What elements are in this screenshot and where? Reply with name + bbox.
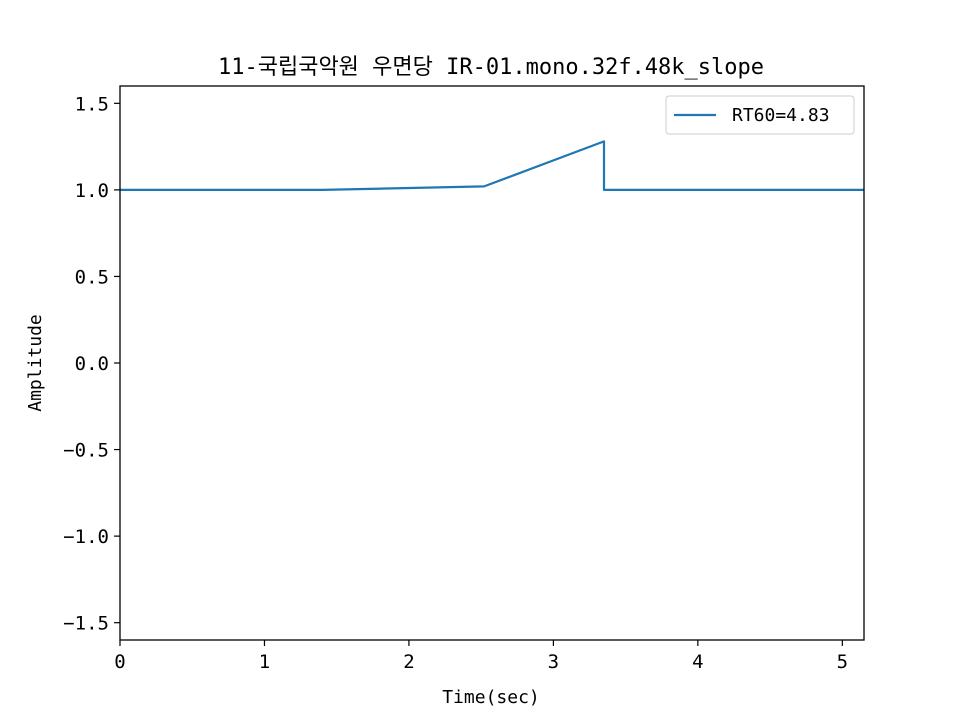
x-tick-label: 2 bbox=[403, 651, 414, 673]
y-tick-label: −0.5 bbox=[63, 440, 109, 462]
y-tick-label: −1.0 bbox=[63, 526, 109, 548]
y-axis-label: Amplitude bbox=[25, 314, 46, 412]
plot-layer: 0 1 2 3 4 5 −1.5 −1.0 −0.5 0.0 0.5 1.0 1.5 bbox=[63, 93, 864, 673]
y-tick-label: 1.0 bbox=[75, 180, 109, 202]
y-tick-label: 1.5 bbox=[75, 93, 109, 115]
x-tick-label: 3 bbox=[548, 651, 559, 673]
x-tick-label: 4 bbox=[692, 651, 703, 673]
y-tick-label: 0.0 bbox=[75, 353, 109, 375]
plot-frame bbox=[119, 85, 865, 641]
legend-box bbox=[665, 95, 855, 135]
x-tick-label: 0 bbox=[114, 651, 125, 673]
x-axis-label: Time(sec) bbox=[442, 687, 540, 708]
series-line-0 bbox=[120, 140, 864, 191]
y-tick-label: −1.5 bbox=[63, 613, 109, 635]
legend-label: RT60=4.83 bbox=[732, 105, 830, 126]
x-tick-label: 5 bbox=[837, 651, 848, 673]
legend: RT60=4.83 bbox=[665, 95, 855, 135]
chart-title: 11-국립국악원 우면당 IR-01.mono.32f.48k_slope bbox=[218, 55, 764, 80]
y-tick-label: 0.5 bbox=[75, 266, 109, 288]
x-tick-label: 1 bbox=[259, 651, 270, 673]
